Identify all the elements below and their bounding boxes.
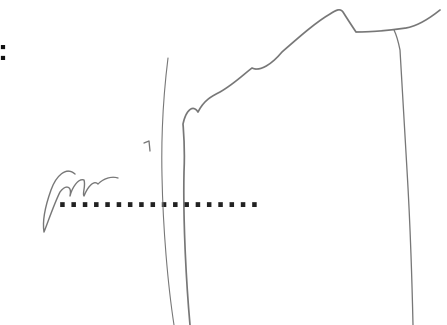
signature-right-stroke bbox=[393, 29, 414, 325]
signature-left-stroke bbox=[161, 57, 175, 325]
signature-dotted-line: .................. bbox=[58, 178, 262, 214]
field-label-colon: : bbox=[0, 36, 8, 66]
signature-initial-tail bbox=[97, 176, 119, 185]
signature-main-stroke bbox=[182, 8, 441, 325]
signature-tick bbox=[143, 140, 151, 152]
signature-initial-stroke bbox=[42, 170, 99, 233]
